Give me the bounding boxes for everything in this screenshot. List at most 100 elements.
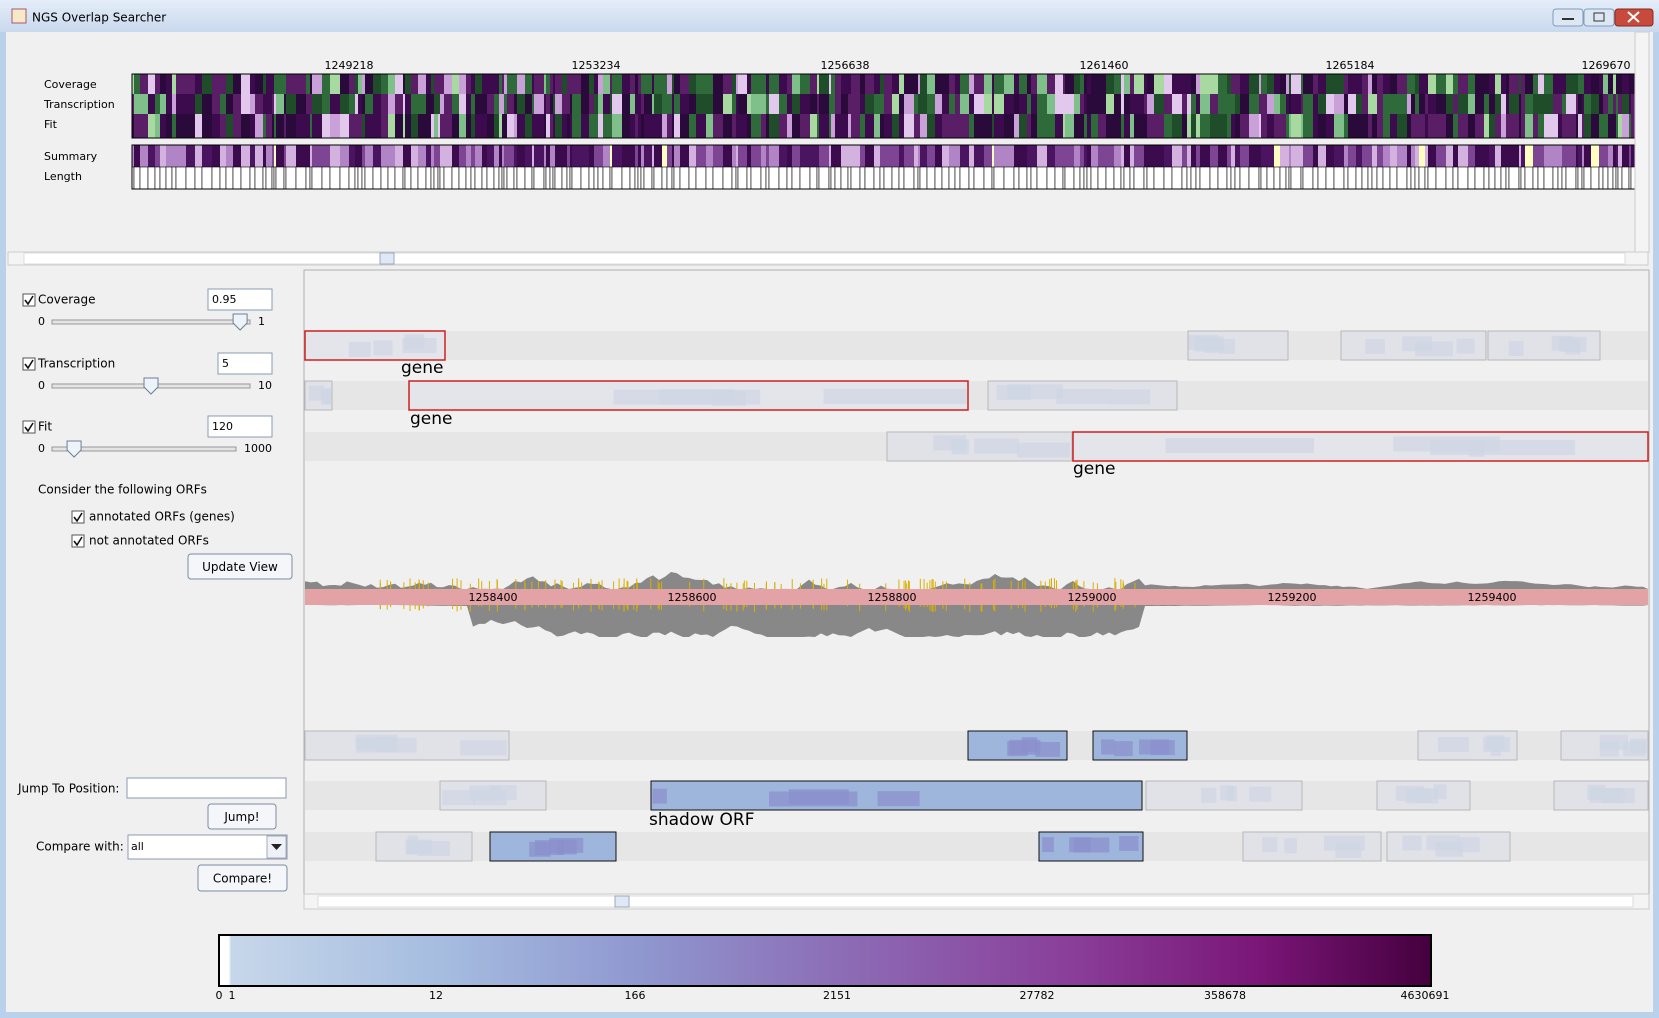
heatmap-cell xyxy=(751,114,761,138)
heatmap-cell xyxy=(831,114,835,138)
heatmap-cell xyxy=(1583,166,1592,190)
button[interactable]: Update View xyxy=(187,553,293,580)
heatmap-cell xyxy=(498,166,503,190)
heatmap-cell xyxy=(1087,94,1091,114)
heatmap-cell xyxy=(779,145,787,167)
heatmap-cell xyxy=(800,145,810,167)
checkbox[interactable] xyxy=(22,293,36,307)
checkmark xyxy=(73,512,83,523)
slider-thumb[interactable] xyxy=(143,377,159,395)
heatmap-cell xyxy=(444,74,452,94)
heatmap-cell xyxy=(919,166,928,190)
window-buttons[interactable] xyxy=(1552,8,1654,27)
text-field[interactable] xyxy=(207,288,273,311)
heatmap-cell xyxy=(1344,94,1348,114)
heatmap-cell xyxy=(1603,94,1608,114)
heatmap-cell xyxy=(1608,94,1613,114)
heatmap-cell xyxy=(1055,114,1063,138)
heatmap-cell xyxy=(1313,145,1318,167)
heatmap-cell xyxy=(1488,166,1496,190)
heatmap-cell xyxy=(1425,94,1428,114)
button-label[interactable]: Jump! xyxy=(223,810,259,824)
heatmap-cell xyxy=(829,94,831,114)
heatmap-cell xyxy=(1286,114,1289,138)
title-bar xyxy=(0,0,1659,32)
heatmap-cell xyxy=(133,166,141,190)
heatmap-cell xyxy=(732,145,736,167)
heatmap-cell xyxy=(1164,74,1172,94)
heatmap-cell xyxy=(738,74,747,94)
heatmap-cell xyxy=(1113,166,1122,190)
heatmap-cell xyxy=(688,166,697,190)
heatmap-cell xyxy=(621,166,631,190)
button[interactable]: Jump! xyxy=(207,803,277,830)
slider-thumb[interactable] xyxy=(66,440,82,458)
heatmap-cell xyxy=(1133,166,1145,190)
heatmap-cell xyxy=(486,166,495,190)
heatmap-cell xyxy=(1582,74,1584,94)
heatmap-cell xyxy=(610,94,612,114)
heatmap-cell xyxy=(712,166,724,190)
heatmap-cell xyxy=(212,94,220,114)
heatmap-cell xyxy=(284,94,286,114)
heatmap-cell xyxy=(1362,145,1368,167)
heatmap-cell xyxy=(860,74,865,94)
heatmap-cell xyxy=(249,166,256,190)
heatmap-cell xyxy=(1046,166,1056,190)
text-field[interactable] xyxy=(207,415,273,438)
heatmap-cell xyxy=(514,114,517,138)
heatmap-cell xyxy=(1217,166,1228,190)
heatmap-cell xyxy=(1164,145,1172,167)
button-label[interactable]: Update View xyxy=(202,560,278,574)
heatmap-cell xyxy=(1014,114,1019,138)
heatmap-cell xyxy=(1468,145,1475,167)
slider-thumb[interactable] xyxy=(232,313,248,331)
combo-box[interactable] xyxy=(127,834,288,860)
heatmap-cell xyxy=(1259,114,1261,138)
orf-option: not annotated ORFs xyxy=(89,534,209,548)
button-label[interactable]: Compare! xyxy=(213,872,272,886)
heatmap-cell xyxy=(1234,166,1241,190)
heatmap-cell xyxy=(1121,94,1124,114)
scroll-thumb[interactable] xyxy=(379,252,395,265)
heatmap-cell xyxy=(680,114,689,138)
orf-shade xyxy=(1433,784,1447,800)
heatmap-cell xyxy=(1187,94,1191,114)
heatmap-cell xyxy=(1383,74,1390,94)
heatmap-cell xyxy=(879,166,885,190)
heatmap-cell xyxy=(1087,114,1091,138)
scroll-thumb[interactable] xyxy=(614,895,630,908)
checkbox[interactable] xyxy=(71,534,85,548)
heatmap-cell xyxy=(284,74,286,94)
overview-vscroll[interactable] xyxy=(1634,31,1650,253)
orf-shade xyxy=(1194,336,1224,352)
heatmap-cell xyxy=(1196,114,1200,138)
checkbox[interactable] xyxy=(22,420,36,434)
heatmap-cell xyxy=(630,114,635,138)
heatmap-cell xyxy=(276,94,284,114)
checkbox[interactable] xyxy=(71,510,85,524)
heatmap-cell xyxy=(1584,74,1591,94)
ruler-band xyxy=(305,589,1648,605)
heatmap-cell xyxy=(738,145,747,167)
heatmap-cell xyxy=(865,145,874,167)
heatmap-cell xyxy=(296,114,306,138)
heatmap-cell xyxy=(1196,74,1200,94)
button[interactable]: Compare! xyxy=(197,864,288,892)
heatmap-cell xyxy=(1368,74,1372,94)
heatmap-cell xyxy=(276,114,284,138)
button-face[interactable] xyxy=(207,803,277,830)
text-field[interactable] xyxy=(126,777,287,799)
heatmap-cell xyxy=(266,94,272,114)
text-field[interactable] xyxy=(217,352,273,375)
heatmap-cell xyxy=(1063,114,1065,138)
button-face[interactable] xyxy=(187,553,293,580)
heatmap-cell xyxy=(652,74,654,94)
heatmap-cell xyxy=(1191,114,1196,138)
heatmap-cell xyxy=(994,145,1004,167)
heatmap-cell xyxy=(233,74,241,94)
ruler-label: 1259400 xyxy=(1468,591,1517,604)
checkbox[interactable] xyxy=(22,357,36,371)
heatmap-cell xyxy=(654,74,662,94)
button-face[interactable] xyxy=(197,864,288,892)
